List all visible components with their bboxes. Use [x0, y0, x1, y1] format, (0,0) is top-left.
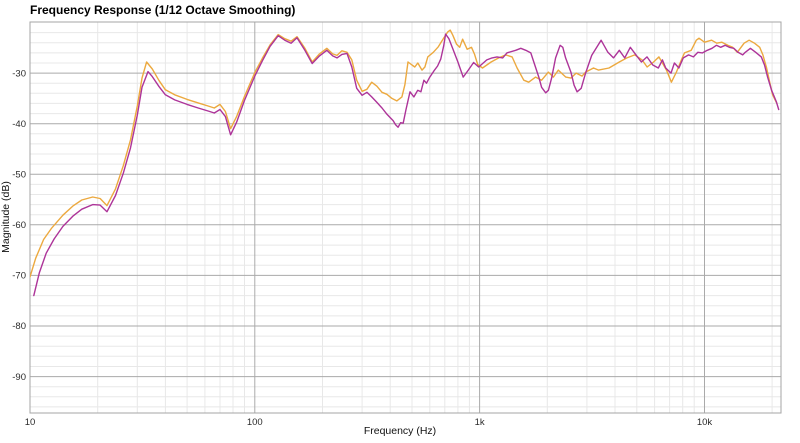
trace-purple: [33, 33, 780, 297]
plot-border: [29, 21, 782, 414]
y-axis-title: Magnitude (dB): [0, 181, 12, 253]
chart-title: Frequency Response (1/12 Octave Smoothin…: [30, 3, 295, 17]
y-tick-label: -30: [12, 68, 26, 79]
grid-minor: [30, 22, 781, 413]
y-tick-label: -50: [12, 170, 26, 181]
y-tick-label: -70: [12, 271, 26, 282]
y-tick-label: -60: [12, 220, 26, 231]
trace-orange: [30, 29, 778, 278]
tick-labels: -30 -40 -50 -60 -70 -80 -90 10 100 1k 10k: [12, 68, 712, 428]
traces: [30, 29, 780, 297]
x-tick-label: 100: [247, 417, 263, 428]
y-tick-label: -40: [12, 119, 26, 130]
x-tick-label: 10: [25, 417, 36, 428]
y-tick-label: -80: [12, 321, 26, 332]
x-tick-label: 1k: [475, 417, 485, 428]
y-tick-label: -90: [12, 372, 26, 383]
x-axis-title: Frequency (Hz): [364, 425, 436, 437]
x-tick-label: 10k: [697, 417, 713, 428]
